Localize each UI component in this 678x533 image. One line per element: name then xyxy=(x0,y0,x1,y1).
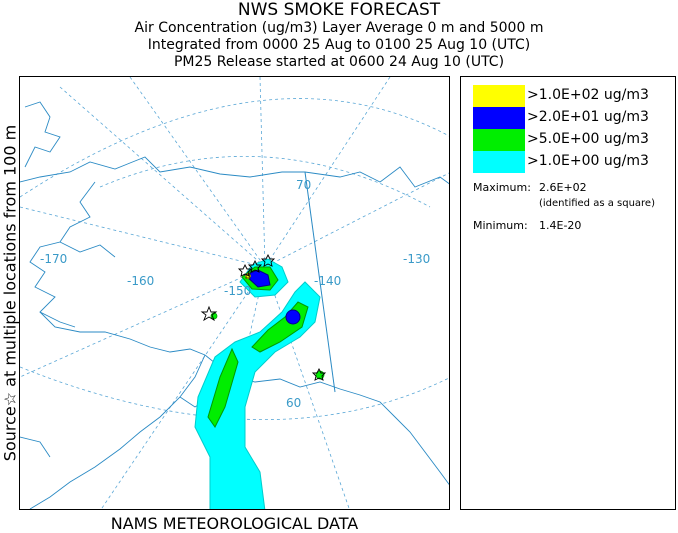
legend-row: >1.0E+00 ug/m3 xyxy=(473,151,673,173)
legend-label: >2.0E+01 ug/m3 xyxy=(527,109,649,125)
concentration-subtitle: Air Concentration (ug/m3) Layer Average … xyxy=(134,20,544,36)
maximum-value: 2.6E+02 xyxy=(539,181,587,194)
legend-label: >1.0E+02 ug/m3 xyxy=(527,87,649,103)
release-info: PM25 Release started at 0600 24 Aug 10 (… xyxy=(173,54,505,70)
plume-blue-mid xyxy=(285,309,301,325)
lon-label: -150 xyxy=(224,284,251,298)
plume-green xyxy=(207,347,239,428)
lon-label: -170 xyxy=(40,252,67,266)
source-star-icon xyxy=(247,259,263,273)
legend-row: >2.0E+01 ug/m3 xyxy=(473,107,673,129)
meridian-line xyxy=(264,172,449,268)
maximum-square xyxy=(245,273,251,279)
lat-label: 70 xyxy=(296,178,311,192)
minimum-label: Minimum: xyxy=(473,219,528,232)
meridian-line xyxy=(59,86,266,268)
maximum-label: Maximum: xyxy=(473,181,531,194)
map-title: NWS SMOKE FORECAST xyxy=(237,0,441,20)
map-panel: -170 -160 -150 -140 -130 70 60 xyxy=(19,76,450,510)
parallel-line xyxy=(20,98,449,198)
meridian-line xyxy=(259,77,266,268)
legend-label: >5.0E+00 ug/m3 xyxy=(527,131,649,147)
map-canvas: -170 -160 -150 -140 -130 70 60 xyxy=(20,77,449,509)
source-markers xyxy=(200,253,327,381)
meridian-line xyxy=(129,77,266,268)
meridian-line xyxy=(264,77,391,268)
source-star-icon xyxy=(200,305,218,322)
legend-panel: >1.0E+02 ug/m3 >2.0E+01 ug/m3 >5.0E+00 u… xyxy=(460,76,676,510)
lon-label: -160 xyxy=(127,274,154,288)
meridian-line xyxy=(20,206,266,268)
source-star-icon xyxy=(260,253,276,267)
integration-period: Integrated from 0000 25 Aug to 0100 25 A… xyxy=(147,37,531,53)
parallel-line xyxy=(99,156,431,208)
lon-label: -140 xyxy=(314,274,341,288)
legend-row: >5.0E+00 ug/m3 xyxy=(473,129,673,151)
source-star-icon xyxy=(237,263,253,277)
legend-row: >1.0E+02 ug/m3 xyxy=(473,85,673,107)
legend-swatch xyxy=(473,85,525,107)
meridian-line xyxy=(20,266,266,378)
source-star-icon xyxy=(311,367,327,381)
legend-swatch xyxy=(473,151,525,173)
side-label-container: Source☆ at multiple locations from 100 m xyxy=(0,76,20,510)
border-line xyxy=(304,171,336,393)
source-side-label: Source☆ at multiple locations from 100 m xyxy=(0,124,20,462)
smoke-plume xyxy=(194,258,325,509)
lon-label: -130 xyxy=(403,252,430,266)
legend-swatch xyxy=(473,129,525,151)
maximum-note: (identified as a square) xyxy=(539,198,655,209)
minimum-value: 1.4E-20 xyxy=(539,219,582,232)
meridian-line xyxy=(264,266,350,509)
legend-swatch xyxy=(473,107,525,129)
lat-label: 60 xyxy=(286,396,301,410)
met-data-footer: NAMS METEOROLOGICAL DATA xyxy=(110,514,359,533)
graticule xyxy=(20,77,449,509)
plume-cyan xyxy=(194,281,321,509)
meridian-line xyxy=(100,266,266,509)
legend-label: >1.0E+00 ug/m3 xyxy=(527,153,649,169)
